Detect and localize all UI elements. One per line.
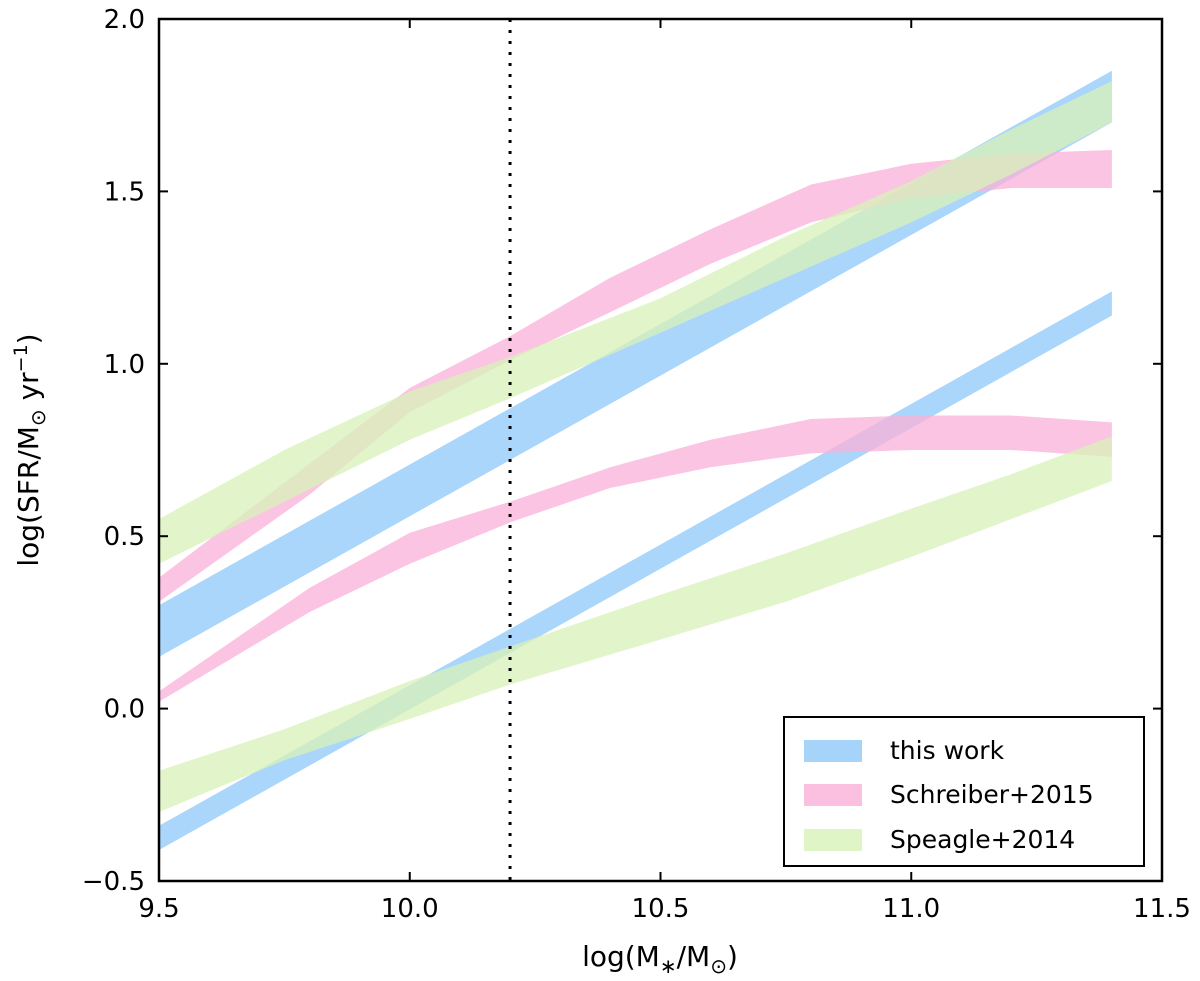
legend-label-this-work: this work <box>890 736 1005 765</box>
band-schreiber-2015-2 <box>159 415 1112 702</box>
y-tick-label: 0.0 <box>104 695 145 725</box>
band-speagle-2014-2 <box>159 436 1112 812</box>
bands-layer <box>159 70 1112 850</box>
legend-label-schreiber: Schreiber+2015 <box>890 780 1094 809</box>
legend-swatch-speagle <box>804 829 862 851</box>
y-tick-label: 1.0 <box>104 350 145 380</box>
y-tick-label: 0.5 <box>104 522 145 552</box>
legend: this work Schreiber+2015 Speagle+2014 <box>783 716 1145 867</box>
x-tick-label: 9.5 <box>138 894 179 924</box>
ticks-layer <box>158 18 1163 882</box>
band-speagle-2014-1 <box>159 81 1112 564</box>
y-tick-label: −0.5 <box>82 867 145 897</box>
legend-label-speagle: Speagle+2014 <box>890 825 1075 854</box>
x-axis-label: log(M∗/M⊙) <box>582 940 738 978</box>
legend-swatch-schreiber <box>804 784 862 806</box>
y-tick-label: 1.5 <box>104 177 145 207</box>
y-axis-label: log(SFR/M⊙ yr−1) <box>10 333 50 566</box>
tick-labels: 9.5 10.0 10.5 11.0 11.5 −0.5 0.0 0.5 1.0 1.5 2.0 <box>82 5 1191 924</box>
y-tick-label: 2.0 <box>104 5 145 35</box>
x-tick-label: 10.5 <box>632 894 690 924</box>
legend-swatch-this-work <box>804 740 862 762</box>
x-tick-label: 11.5 <box>1133 894 1191 924</box>
x-tick-label: 11.0 <box>882 894 940 924</box>
x-tick-label: 10.0 <box>381 894 439 924</box>
